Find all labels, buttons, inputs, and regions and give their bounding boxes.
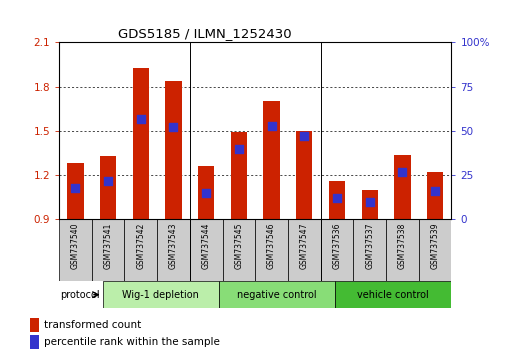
Bar	[335, 281, 451, 308]
Bar	[353, 219, 386, 281]
Text: GSM737541: GSM737541	[104, 223, 112, 269]
Point	[333, 195, 341, 201]
Bar	[103, 281, 219, 308]
Text: vehicle control: vehicle control	[358, 290, 429, 300]
Text: GSM737536: GSM737536	[332, 223, 342, 269]
Text: Wig-1 depletion: Wig-1 depletion	[122, 290, 199, 300]
Point	[136, 116, 145, 121]
Bar	[296, 131, 312, 219]
Bar	[124, 219, 157, 281]
Bar	[30, 335, 40, 349]
Bar	[132, 68, 149, 219]
Bar	[321, 219, 353, 281]
Bar	[198, 166, 214, 219]
Text: GSM737544: GSM737544	[202, 223, 211, 269]
Bar	[30, 318, 40, 332]
Point	[366, 199, 374, 205]
Bar	[427, 172, 443, 219]
Bar	[67, 164, 84, 219]
Text: GSM737547: GSM737547	[300, 223, 309, 269]
Point	[202, 190, 210, 196]
Text: GSM737539: GSM737539	[430, 223, 440, 269]
Point	[300, 133, 308, 139]
Bar	[231, 132, 247, 219]
Point	[431, 188, 439, 194]
Bar	[394, 155, 410, 219]
Bar	[100, 156, 116, 219]
Text: percentile rank within the sample: percentile rank within the sample	[45, 337, 220, 347]
Bar	[329, 181, 345, 219]
Bar	[219, 281, 335, 308]
Bar	[255, 219, 288, 281]
Bar	[263, 102, 280, 219]
Point	[398, 169, 406, 175]
Text: GSM737538: GSM737538	[398, 223, 407, 269]
Point	[169, 125, 177, 130]
Text: transformed count: transformed count	[45, 320, 142, 330]
Text: GSM737545: GSM737545	[234, 223, 243, 269]
Text: negative control: negative control	[237, 290, 317, 300]
Bar	[59, 219, 92, 281]
Bar	[157, 219, 190, 281]
Text: GSM737537: GSM737537	[365, 223, 374, 269]
Text: GSM737540: GSM737540	[71, 223, 80, 269]
Point	[71, 185, 80, 190]
Point	[267, 123, 275, 129]
Bar	[419, 219, 451, 281]
Bar	[190, 219, 223, 281]
Text: protocol: protocol	[61, 290, 100, 300]
Text: GSM737542: GSM737542	[136, 223, 145, 269]
Text: GSM737546: GSM737546	[267, 223, 276, 269]
Bar	[223, 219, 255, 281]
Bar	[288, 219, 321, 281]
Bar	[165, 81, 182, 219]
Point	[104, 178, 112, 183]
Bar	[362, 190, 378, 219]
Bar	[386, 219, 419, 281]
Text: GDS5185 / ILMN_1252430: GDS5185 / ILMN_1252430	[118, 27, 291, 40]
Bar	[92, 219, 125, 281]
Text: GSM737543: GSM737543	[169, 223, 178, 269]
Point	[235, 146, 243, 152]
